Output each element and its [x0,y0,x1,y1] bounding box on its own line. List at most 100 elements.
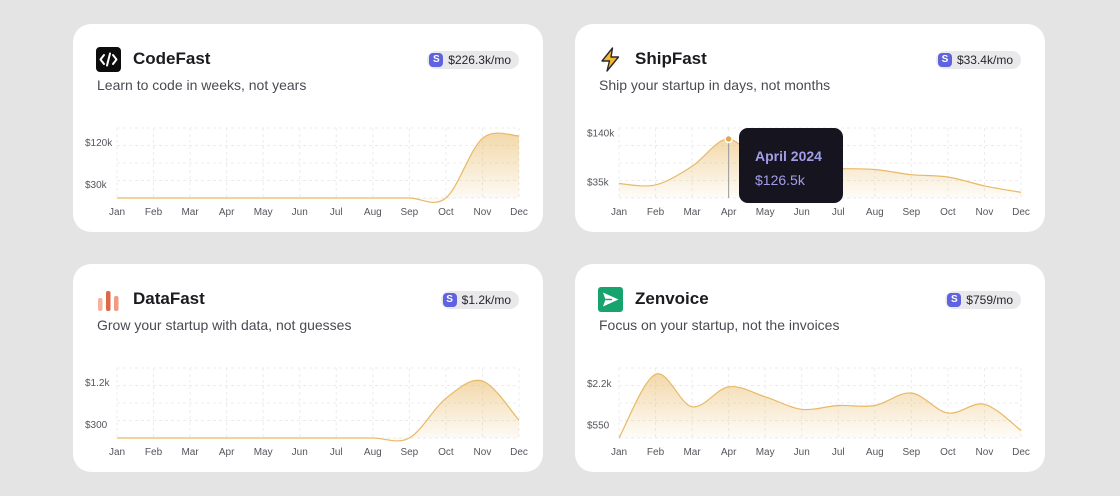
data-point-apr[interactable] [726,384,732,390]
x-tick-label: Feb [145,447,163,458]
x-tick-label: Jan [109,447,125,458]
x-tick-label: Mar [683,207,701,218]
y-tick-label: $140k [587,129,615,140]
x-tick-label: May [254,207,273,218]
data-point-dec[interactable] [1018,189,1024,195]
data-point-sep[interactable] [908,172,914,178]
data-point-sep[interactable] [406,435,412,441]
highlighted-data-point[interactable] [724,134,733,144]
x-tick-label: May [254,447,273,458]
data-point-jun[interactable] [297,195,303,201]
tooltip-value: $126.5k [755,172,805,188]
data-point-may[interactable] [762,394,768,400]
x-tick-label: Oct [438,207,454,218]
chart-tooltip: April 2024 $126.5k [739,128,843,203]
series-area [619,373,1021,438]
data-point-aug[interactable] [872,167,878,173]
x-tick-label: Nov [976,207,994,218]
data-point-apr[interactable] [224,435,230,441]
data-point-jan[interactable] [114,195,120,201]
product-name: DataFast [133,289,205,308]
data-point-may[interactable] [260,195,266,201]
data-point-aug[interactable] [370,435,376,441]
stripe-s-icon: S [937,53,952,67]
y-tick-label: $300 [85,420,108,431]
x-tick-label: Dec [510,447,528,458]
x-tick-label: Aug [866,447,884,458]
x-tick-label: Jun [292,447,308,458]
x-tick-label: Apr [219,447,235,458]
data-point-nov[interactable] [981,401,987,407]
mrr-value: $1.2k/mo [461,293,511,307]
x-tick-label: Jan [109,207,125,218]
data-point-aug[interactable] [872,403,878,409]
product-card-codefast[interactable]: CodeFast Learn to code in weeks, not yea… [73,24,543,232]
data-point-feb[interactable] [151,195,157,201]
data-point-nov[interactable] [479,378,485,384]
data-point-feb[interactable] [653,371,659,377]
data-point-feb[interactable] [653,182,659,188]
revenue-chart[interactable]: $120k $30k Jan Feb Mar Apr May Jun Jul Aug Sep Oct N… [73,24,543,232]
data-point-aug[interactable] [370,195,376,201]
data-point-oct[interactable] [945,410,951,416]
code-brackets-icon [96,47,121,72]
data-point-dec[interactable] [516,133,522,139]
bar-chart-icon [98,291,119,311]
data-point-jul[interactable] [333,195,339,201]
mrr-badge: S $759/mo [945,291,1021,309]
data-point-jun[interactable] [799,406,805,412]
data-point-jul[interactable] [835,403,841,409]
mrr-value: $759/mo [966,293,1013,307]
x-tick-label: Aug [364,447,382,458]
data-point-jun[interactable] [297,435,303,441]
data-point-jul[interactable] [333,435,339,441]
product-tagline: Ship your startup in days, not months [599,77,831,93]
data-point-mar[interactable] [689,404,695,410]
data-point-nov[interactable] [479,135,485,141]
x-tick-label: Feb [145,207,163,218]
paper-plane-icon [598,287,623,312]
x-tick-label: Sep [400,447,418,458]
series-area [117,133,519,203]
x-tick-label: Jul [832,207,845,218]
data-point-feb[interactable] [151,435,157,441]
stripe-s-icon: S [442,293,457,307]
data-point-apr[interactable] [224,195,230,201]
x-tick-label: Apr [721,207,737,218]
data-point-may[interactable] [260,435,266,441]
data-point-oct[interactable] [443,395,449,401]
x-tick-label: Apr [721,447,737,458]
stripe-s-icon: S [429,53,444,67]
product-card-datafast[interactable]: DataFast Grow your startup with data, no… [73,264,543,472]
x-tick-label: Feb [647,207,665,218]
x-tick-label: Aug [866,207,884,218]
x-tick-label: Jul [330,207,343,218]
revenue-chart[interactable]: $1.2k $300 Jan Feb Mar Apr May Jun Jul Aug Sep Oct N… [73,264,543,472]
series-line [117,379,520,442]
data-point-oct[interactable] [443,195,449,201]
data-point-jan[interactable] [616,181,622,187]
data-point-jan[interactable] [114,435,120,441]
revenue-chart[interactable]: $2.2k $550 Jan Feb Mar Apr May Jun Jul Aug Sep Oct N… [575,264,1045,472]
data-point-jan[interactable] [616,435,622,441]
x-tick-label: Jun [794,447,810,458]
x-tick-label: May [756,447,775,458]
x-tick-label: Dec [510,207,528,218]
data-point-nov[interactable] [981,183,987,189]
data-point-mar[interactable] [187,195,193,201]
data-point-dec[interactable] [1018,428,1024,434]
stripe-s-icon: S [947,293,962,307]
product-card-zenvoice[interactable]: Zenvoice Focus on your startup, not the … [575,264,1045,472]
x-tick-label: Sep [400,207,418,218]
data-point-sep[interactable] [908,390,914,396]
product-card-shipfast[interactable]: ShipFast Ship your startup in days, not … [575,24,1045,232]
data-point-mar[interactable] [689,163,695,169]
series-line [618,373,1022,439]
data-point-mar[interactable] [187,435,193,441]
data-point-oct[interactable] [945,174,951,180]
lightning-bolt-icon [601,47,620,72]
data-point-dec[interactable] [516,417,522,423]
data-point-sep[interactable] [406,195,412,201]
x-tick-label: Jan [611,447,627,458]
y-tick-label: $120k [85,138,113,149]
